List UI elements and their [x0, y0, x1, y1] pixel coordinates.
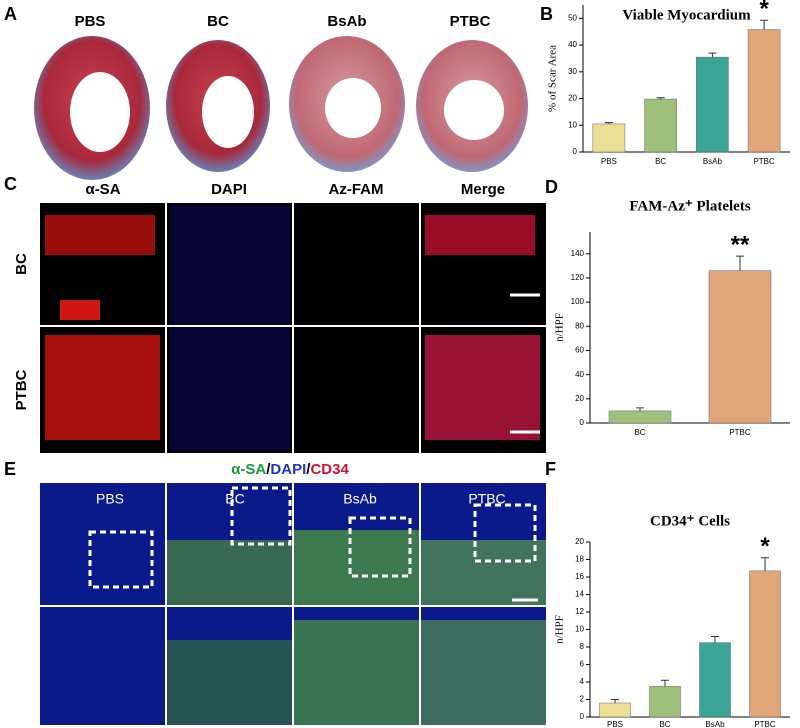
chart-title: Viable Myocardium [622, 7, 751, 23]
row-label: BC [13, 253, 30, 275]
x-tick-label: PTBC [754, 720, 776, 728]
y-tick-label: 100 [571, 297, 585, 306]
micrographs-c [40, 203, 546, 453]
error-bar [611, 699, 619, 703]
bar [592, 123, 626, 153]
x-tick-label: BC [634, 428, 645, 437]
legend-part: / [266, 461, 271, 478]
y-axis-label: n/HPF [554, 615, 566, 644]
x-tick-label: PBS [601, 157, 617, 166]
y-tick-label: 0 [573, 147, 578, 156]
section-label: PBS [75, 13, 106, 30]
y-tick-label: 12 [575, 607, 584, 616]
y-tick-label: 6 [580, 660, 585, 669]
section-label: BsAb [327, 13, 366, 30]
stain-legend: α-SA/DAPI/CD34 [231, 461, 349, 478]
bar [749, 570, 781, 718]
image-label: BC [225, 491, 244, 507]
y-tick-label: 10 [568, 120, 577, 129]
y-tick-label: 8 [580, 642, 585, 651]
significance-mark: ** [731, 232, 750, 259]
y-tick-label: 0 [580, 418, 585, 427]
bar [649, 686, 681, 718]
x-tick-label: PTBC [729, 428, 751, 437]
error-bar [661, 679, 669, 687]
bar [708, 270, 772, 424]
panel-letter: C [4, 174, 17, 194]
panel-letter: A [4, 4, 17, 24]
column-label: Merge [461, 181, 505, 198]
y-tick-label: 50 [568, 13, 577, 22]
column-label: Az-FAM [329, 181, 384, 198]
y-tick-label: 14 [575, 590, 584, 599]
error-bar [708, 52, 717, 58]
y-tick-label: 30 [568, 67, 577, 76]
y-tick-label: 60 [575, 346, 584, 355]
y-tick-label: 20 [568, 94, 577, 103]
bar [696, 56, 729, 153]
y-tick-label: 2 [580, 695, 585, 704]
y-tick-label: 20 [575, 537, 584, 546]
labels: α-SA/DAPI/CD34 [231, 461, 349, 478]
bar [608, 410, 672, 424]
x-tick-label: BC [659, 720, 670, 728]
bar [644, 98, 677, 153]
error-bar [760, 19, 769, 30]
y-tick-label: 18 [575, 555, 584, 564]
x-tick-label: PBS [607, 720, 623, 728]
y-axis-label: % of Scar Area [547, 45, 559, 112]
y-axis-label: n/HPF [554, 313, 566, 342]
error-bar [761, 557, 769, 571]
row-label: PTBC [13, 369, 30, 410]
y-tick-label: 40 [575, 370, 584, 379]
significance-mark: * [759, 0, 769, 23]
error-bar [656, 97, 665, 100]
chart-title: FAM-Az⁺ Platelets [629, 198, 750, 214]
image-label: BsAb [343, 491, 377, 507]
chart-title: CD34⁺ Cells [650, 513, 730, 529]
x-tick-label: BsAb [705, 720, 725, 728]
section-label: BC [207, 13, 229, 30]
bar [699, 642, 731, 718]
column-label: DAPI [211, 181, 247, 198]
x-tick-label: PTBC [753, 157, 775, 166]
error-bar [711, 636, 719, 643]
section-label: PTBC [450, 13, 491, 30]
panel-letter: E [4, 459, 16, 479]
micrographs-e [40, 483, 546, 725]
heart-sections [34, 36, 528, 180]
y-tick-label: 120 [571, 273, 585, 282]
panel-letter: F [545, 459, 556, 479]
y-tick-label: 140 [571, 249, 585, 258]
legend-part: α-SA [231, 461, 266, 478]
significance-mark: * [760, 533, 770, 560]
legend-part: CD34 [310, 461, 349, 478]
y-tick-label: 0 [580, 712, 585, 721]
error-bar [736, 255, 744, 271]
y-tick-label: 40 [568, 40, 577, 49]
legend-part: / [306, 461, 311, 478]
x-tick-label: BsAb [703, 157, 723, 166]
bar [599, 702, 631, 718]
panel-letter: B [540, 4, 553, 24]
x-tick-label: BC [655, 157, 666, 166]
y-tick-label: 80 [575, 321, 584, 330]
bar [747, 29, 781, 153]
image-label: PBS [96, 491, 124, 507]
column-label: α-SA [85, 181, 120, 198]
y-tick-label: 20 [575, 394, 584, 403]
y-tick-label: 4 [580, 677, 585, 686]
image-label: PTBC [468, 491, 505, 507]
y-tick-label: 16 [575, 572, 584, 581]
legend-part: DAPI [270, 461, 306, 478]
y-tick-label: 10 [575, 625, 584, 634]
panel-letter: D [545, 177, 558, 197]
error-bar [636, 407, 644, 411]
error-bar [604, 122, 613, 124]
